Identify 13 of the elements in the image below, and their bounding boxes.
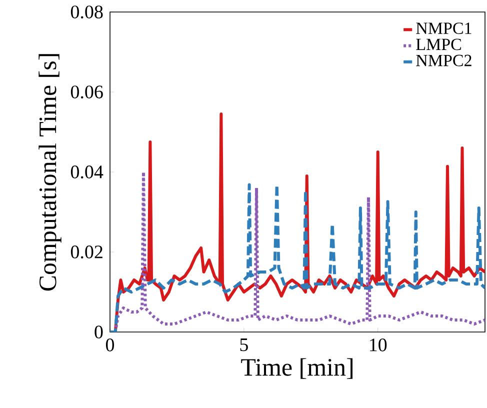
y-tick-label: 0.06 — [70, 86, 103, 98]
y-tick-label: 0.02 — [70, 246, 102, 258]
y-axis-title: Computational Time [s] — [38, 54, 62, 291]
x-tick-label: 0 — [106, 338, 114, 352]
y-tick-label: 0.08 — [70, 6, 103, 18]
legend-label: NMPC2 — [416, 54, 472, 66]
legend-label: LMPC — [416, 38, 461, 50]
x-tick-label: 5 — [240, 338, 248, 352]
x-tick-label: 10 — [370, 338, 387, 352]
x-axis-title: Time [min] — [241, 358, 352, 379]
y-tick-label: 0 — [94, 326, 103, 338]
legend-label: NMPC1 — [416, 22, 472, 34]
y-tick-label: 0.04 — [70, 166, 104, 178]
